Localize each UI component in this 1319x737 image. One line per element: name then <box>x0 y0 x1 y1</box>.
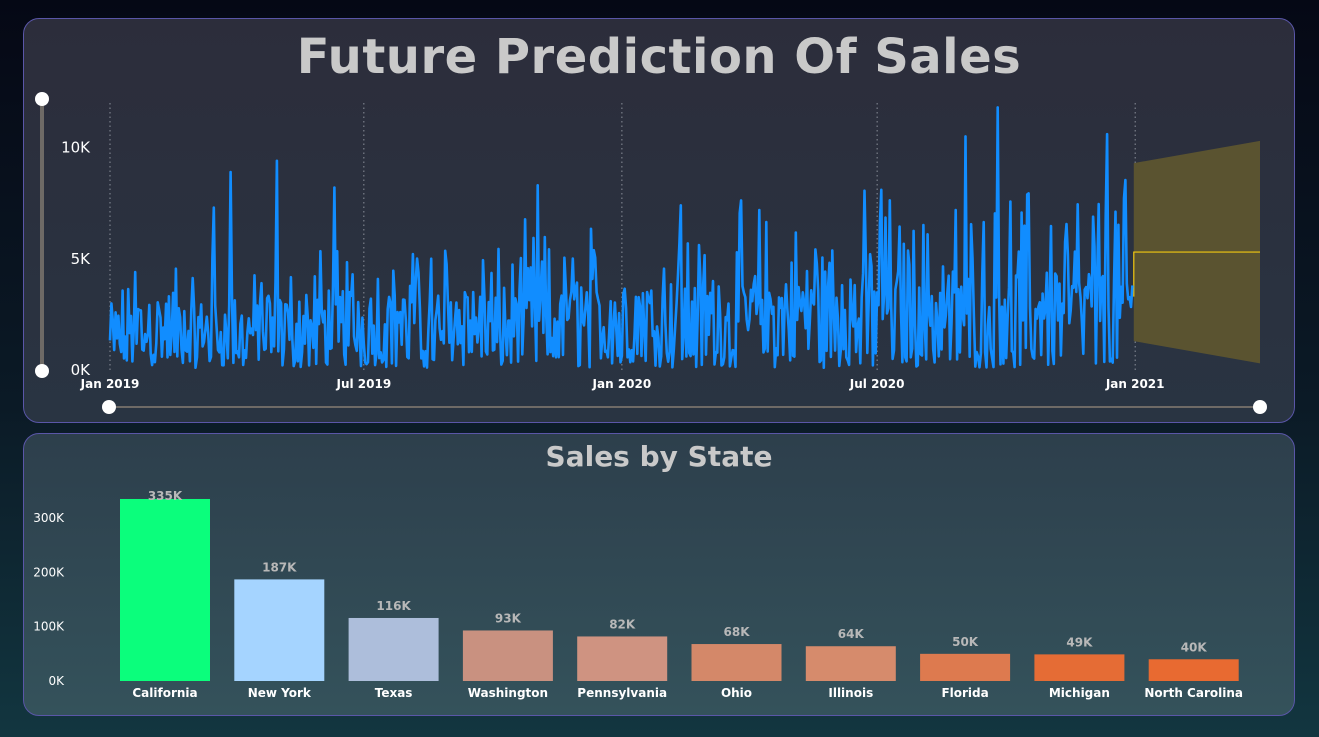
x-category-label: Florida <box>941 686 988 700</box>
bar-new-york[interactable] <box>234 579 325 681</box>
y-tick-label: 0K <box>48 674 65 688</box>
bar-data-label: 68K <box>724 625 751 639</box>
x-category-label: Ohio <box>721 686 752 700</box>
x-range-slider-handle-start[interactable] <box>102 400 116 414</box>
x-tick-label: Jan 2021 <box>1105 377 1165 391</box>
bar-pennsylvania[interactable] <box>577 636 668 681</box>
x-category-label: Texas <box>375 686 413 700</box>
bar-data-label: 335K <box>148 489 183 503</box>
y-tick-label: 5K <box>71 250 92 268</box>
x-category-label: Washington <box>468 686 548 700</box>
bar-texas[interactable] <box>348 617 439 681</box>
forecast-chart-title: Future Prediction Of Sales <box>296 29 1022 85</box>
x-category-label: New York <box>248 686 312 700</box>
y-range-slider-handle-bottom[interactable] <box>35 364 49 378</box>
bar-data-label: 82K <box>609 617 636 631</box>
bar-michigan[interactable] <box>1034 654 1125 681</box>
sales-by-state-bar-chart: 0K 100K 200K 300K 335K California 187K New York… <box>33 489 1243 700</box>
x-range-slider-handle-end[interactable] <box>1253 400 1267 414</box>
y-tick-label: 10K <box>61 139 91 157</box>
bar-data-label: 40K <box>1181 640 1208 654</box>
x-category-label: Michigan <box>1049 686 1110 700</box>
bar-data-label: 50K <box>952 635 979 649</box>
bar-data-label: 116K <box>376 599 411 613</box>
bar-california[interactable] <box>120 498 210 681</box>
sales-line-series <box>108 106 1134 370</box>
x-tick-label: Jan 2020 <box>592 377 652 391</box>
sales-by-state-title: Sales by State <box>545 440 773 473</box>
bar-washington[interactable] <box>462 630 553 681</box>
bar-illinois[interactable] <box>805 646 896 681</box>
x-category-label: California <box>132 686 197 700</box>
y-tick-label: 100K <box>33 620 65 634</box>
sales-by-state-panel: Sales by State 0K 100K 200K 300K 335K Califor… <box>23 433 1295 716</box>
x-tick-label: Jul 2020 <box>849 377 905 391</box>
x-tick-label: Jul 2019 <box>335 377 391 391</box>
x-category-label: North Carolina <box>1144 686 1243 700</box>
y-range-slider-handle-top[interactable] <box>35 92 49 106</box>
x-category-label: Pennsylvania <box>577 686 667 700</box>
x-category-label: Illinois <box>828 686 873 700</box>
forecast-line-chart: Jan 2019 Jul 2019 Jan 2020 Jul 2020 Jan 2021… <box>35 92 1267 414</box>
forecast-line <box>1133 251 1260 297</box>
y-tick-label: 0K <box>71 361 92 379</box>
bar-north-carolina[interactable] <box>1148 659 1239 681</box>
x-tick-label: Jan 2019 <box>80 377 140 391</box>
y-tick-label: 200K <box>33 565 65 579</box>
bar-florida[interactable] <box>920 653 1011 681</box>
bar-data-label: 93K <box>495 611 522 625</box>
y-tick-label: 300K <box>33 511 65 525</box>
bar-ohio[interactable] <box>691 644 782 681</box>
bar-data-label: 64K <box>838 627 865 641</box>
bar-data-label: 49K <box>1066 635 1093 649</box>
forecast-chart-panel: Future Prediction Of Sales Jan 2019 Jul 2… <box>23 18 1295 423</box>
bar-data-label: 187K <box>262 560 297 574</box>
